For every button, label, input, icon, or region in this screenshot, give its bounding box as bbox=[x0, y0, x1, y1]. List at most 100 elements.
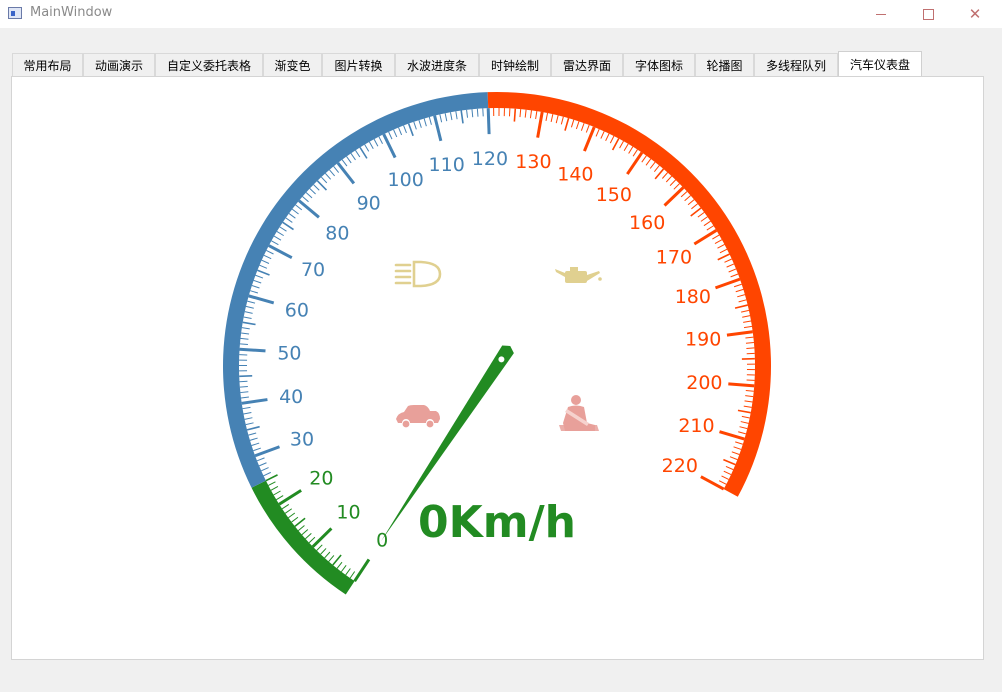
tab-font-icons[interactable]: 字体图标 bbox=[623, 53, 695, 76]
gauge-tick bbox=[242, 406, 251, 410]
gauge-tick bbox=[276, 495, 284, 501]
gauge-tick bbox=[257, 269, 270, 276]
gauge-tick bbox=[239, 386, 248, 388]
gauge-tick bbox=[745, 389, 754, 392]
minimize-icon bbox=[876, 13, 886, 15]
tab-carousel[interactable]: 轮播图 bbox=[695, 53, 754, 76]
gauge-tick bbox=[266, 249, 274, 255]
gauge-tick bbox=[735, 288, 744, 293]
gauge-tick bbox=[245, 422, 254, 426]
gauge-zone-1 bbox=[223, 92, 489, 488]
gauge-tick bbox=[661, 172, 669, 179]
gauge-tick bbox=[393, 129, 398, 138]
gauge-tick bbox=[605, 133, 610, 142]
gauge-tick bbox=[742, 315, 751, 318]
gauge-tick bbox=[730, 273, 739, 278]
gauge-tick bbox=[324, 551, 331, 559]
tab-image-convert[interactable]: 图片转换 bbox=[322, 53, 395, 76]
gauge-scale-label: 150 bbox=[596, 184, 632, 206]
gauge-tick bbox=[535, 111, 538, 120]
gauge-tick bbox=[719, 248, 728, 254]
tab-thread-queue[interactable]: 多线程队列 bbox=[754, 53, 838, 76]
gauge-tick bbox=[600, 131, 605, 139]
gauge-tick bbox=[700, 216, 708, 222]
gauge-tick bbox=[433, 115, 443, 142]
gauge-tick bbox=[641, 155, 647, 163]
gauge-tick bbox=[460, 110, 464, 124]
gauge-tick bbox=[519, 109, 522, 118]
tab-car-dashboard[interactable]: 汽车仪表盘 bbox=[838, 51, 922, 77]
maximize-button[interactable] bbox=[905, 0, 951, 28]
gauge-tick bbox=[284, 508, 293, 514]
gauge-tick bbox=[382, 133, 397, 159]
gauge-tick bbox=[697, 211, 705, 218]
gauge-tick bbox=[245, 305, 254, 309]
tab-custom-delegate-table[interactable]: 自定义委托表格 bbox=[155, 53, 263, 76]
gauge-tick bbox=[271, 240, 279, 246]
tab-gradient[interactable]: 渐变色 bbox=[263, 53, 322, 76]
gauge-tick bbox=[268, 481, 276, 486]
tab-wave-progress[interactable]: 水波进度条 bbox=[395, 53, 479, 76]
gauge-scale-label: 180 bbox=[675, 286, 711, 308]
gauge-tick bbox=[248, 294, 275, 305]
gauge-tick bbox=[700, 475, 725, 491]
close-button[interactable]: ✕ bbox=[952, 0, 998, 28]
gauge-ticks bbox=[238, 108, 755, 582]
gauge-tick bbox=[350, 153, 356, 161]
gauge-tick bbox=[288, 512, 296, 519]
gauge-tick bbox=[739, 426, 748, 430]
gauge-tick bbox=[687, 199, 695, 206]
gauge-tick bbox=[731, 451, 740, 455]
app-window-icon bbox=[8, 7, 22, 19]
gauge-tick bbox=[628, 146, 634, 154]
gauge-tick bbox=[726, 263, 735, 268]
gauge-tick bbox=[743, 405, 752, 408]
gauge-tick bbox=[320, 548, 327, 555]
gauge-tick bbox=[270, 485, 279, 491]
gauge-scale-label: 210 bbox=[678, 415, 714, 437]
gauge-tick bbox=[741, 309, 750, 313]
gauge-tick bbox=[718, 480, 727, 485]
gauge-scale-label: 50 bbox=[277, 342, 301, 364]
gauge-tick bbox=[239, 347, 266, 353]
gauge-tick bbox=[724, 258, 732, 263]
gauge-tick bbox=[373, 138, 379, 147]
gauge-tick bbox=[279, 226, 287, 232]
minimize-button[interactable] bbox=[858, 0, 904, 28]
gauge-tick bbox=[585, 124, 590, 133]
gauge-tick bbox=[368, 141, 374, 150]
gauge-tick bbox=[316, 180, 328, 191]
maximize-icon bbox=[922, 8, 934, 20]
tab-common-layout[interactable]: 常用布局 bbox=[12, 53, 83, 76]
gauge-tick bbox=[745, 341, 754, 344]
window-title: MainWindow bbox=[30, 5, 113, 20]
gauge-tick bbox=[741, 415, 750, 419]
gauge-tick bbox=[251, 285, 260, 289]
gauge-tick bbox=[239, 375, 253, 378]
gauge-tick bbox=[545, 112, 549, 121]
gauge-tick bbox=[726, 330, 753, 337]
tab-animation-demo[interactable]: 动画演示 bbox=[83, 53, 155, 76]
gauge-tick bbox=[253, 279, 262, 284]
gauge-tick bbox=[253, 447, 262, 452]
gauge-tick bbox=[746, 347, 755, 349]
gauge-tick bbox=[529, 110, 532, 119]
gauge-scale-label: 130 bbox=[515, 151, 551, 173]
gauge-tick bbox=[263, 471, 271, 477]
gauge-tick bbox=[714, 239, 723, 245]
gauge-tick bbox=[524, 109, 527, 118]
gauge-tick bbox=[684, 195, 691, 202]
gauge-tick bbox=[560, 116, 564, 125]
gauge-tick bbox=[261, 467, 269, 472]
gauge-tick bbox=[313, 184, 320, 191]
gauge-tick bbox=[418, 119, 422, 128]
gauge-scale-label: 110 bbox=[429, 154, 465, 176]
gauge-tick bbox=[570, 119, 575, 128]
gauge-tick bbox=[247, 300, 256, 304]
gauge-tick bbox=[706, 225, 714, 231]
tab-radar-ui[interactable]: 雷达界面 bbox=[551, 53, 623, 76]
gauge-tick bbox=[278, 489, 302, 506]
gauge-tick bbox=[316, 544, 323, 551]
gauge-tick bbox=[745, 336, 754, 339]
tab-clock-drawing[interactable]: 时钟绘制 bbox=[479, 53, 551, 76]
